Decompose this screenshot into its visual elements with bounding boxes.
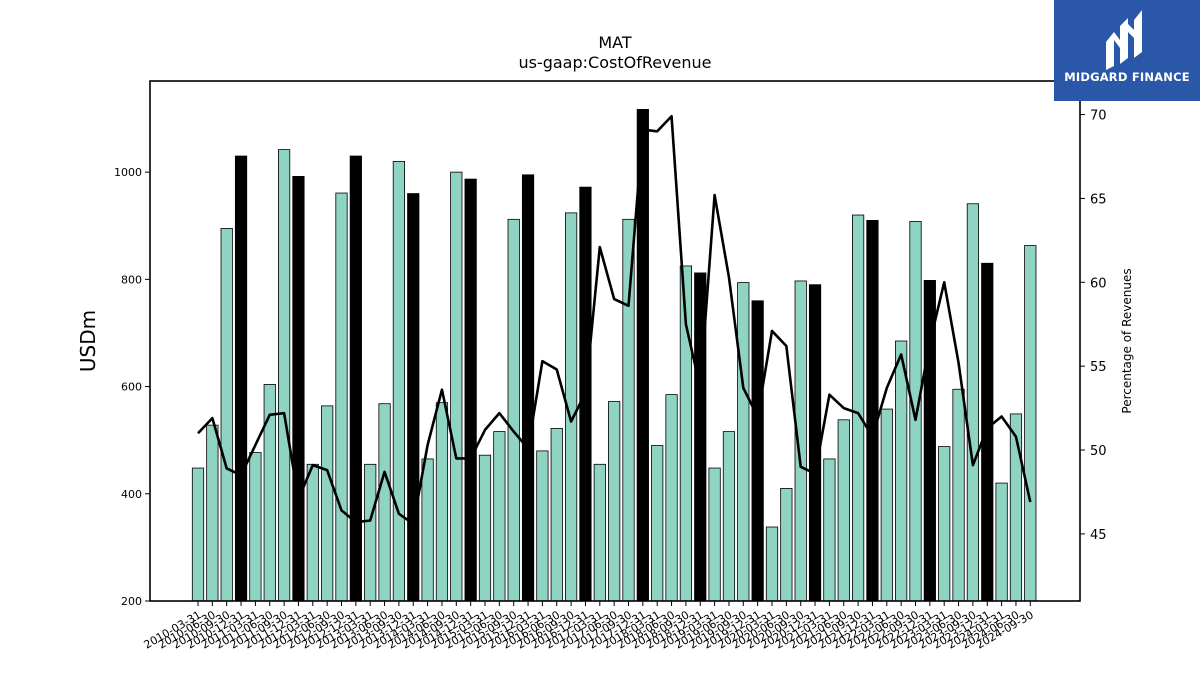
bar (421, 458, 434, 602)
bar (521, 174, 535, 602)
y-tick-label: 600 (121, 381, 142, 394)
bar (493, 431, 506, 602)
y-right-tick-label: 45 (1090, 528, 1107, 543)
bar-group (191, 109, 1037, 602)
bar (536, 450, 549, 602)
bar (837, 419, 850, 602)
bar (364, 463, 377, 602)
bar (306, 463, 319, 602)
bar (392, 161, 406, 602)
bar (952, 388, 965, 602)
bar (335, 192, 348, 602)
bar (995, 482, 1008, 602)
bar (852, 214, 865, 602)
y-right-tick-label: 65 (1090, 192, 1107, 207)
bar (665, 394, 678, 602)
bar (378, 403, 391, 602)
y-tick-label: 800 (121, 273, 142, 286)
bar (550, 427, 563, 602)
bar (823, 458, 836, 602)
y-axis-label-left: USDm (76, 310, 100, 372)
x-axis: 2010-03-312010-06-302010-09-302010-12-31… (142, 601, 1036, 652)
bar (895, 340, 908, 602)
bar (435, 402, 449, 602)
bar (249, 452, 262, 602)
y-tick-label: 400 (121, 488, 142, 501)
y-axis-left: 200 400 600 800 1000 (114, 166, 150, 608)
brand-logo: MIDGARD FINANCE (1054, 0, 1200, 101)
bar (880, 408, 893, 602)
bar (191, 467, 205, 602)
bar (321, 405, 334, 602)
series-line (197, 114, 1032, 526)
bar (593, 463, 606, 602)
y-tick-label: 200 (121, 595, 142, 608)
bar (349, 155, 362, 602)
y-right-tick-label: 70 (1090, 109, 1107, 124)
bar (622, 218, 635, 602)
y-right-tick-label: 55 (1090, 360, 1107, 375)
bar (206, 424, 219, 602)
plot-frame (149, 80, 1081, 602)
bar (737, 282, 750, 602)
midgard-logo-icon (1106, 10, 1142, 70)
bar (277, 149, 291, 602)
line-group (197, 114, 1032, 526)
bar (1024, 245, 1037, 602)
bar (608, 401, 621, 602)
chart-subtitle: us-gaap:CostOfRevenue (518, 53, 711, 72)
bar (780, 488, 793, 602)
y-axis-right: 45 50 55 60 65 70 (1080, 109, 1107, 543)
bar (507, 218, 520, 602)
bar (866, 219, 879, 602)
y-right-tick-label: 50 (1090, 444, 1107, 459)
bar (292, 176, 305, 602)
bar (966, 203, 980, 602)
bar (651, 445, 664, 602)
bar (478, 454, 492, 602)
bar (708, 467, 721, 602)
chart-title: MAT (598, 33, 632, 52)
bar (407, 193, 420, 602)
y-axis-label-right: Percentage of Revenues (1120, 268, 1134, 413)
bar (808, 284, 822, 602)
bar (938, 446, 951, 602)
bar (909, 221, 922, 602)
bar (234, 155, 248, 602)
bar (751, 300, 764, 602)
y-tick-label: 1000 (114, 166, 142, 179)
bar (464, 178, 477, 602)
bar (722, 431, 736, 602)
bar (765, 526, 779, 602)
bar (220, 228, 233, 602)
brand-name: MIDGARD FINANCE (1064, 70, 1190, 84)
bar (981, 262, 994, 602)
bar (450, 171, 463, 602)
y-right-tick-label: 60 (1090, 276, 1107, 291)
